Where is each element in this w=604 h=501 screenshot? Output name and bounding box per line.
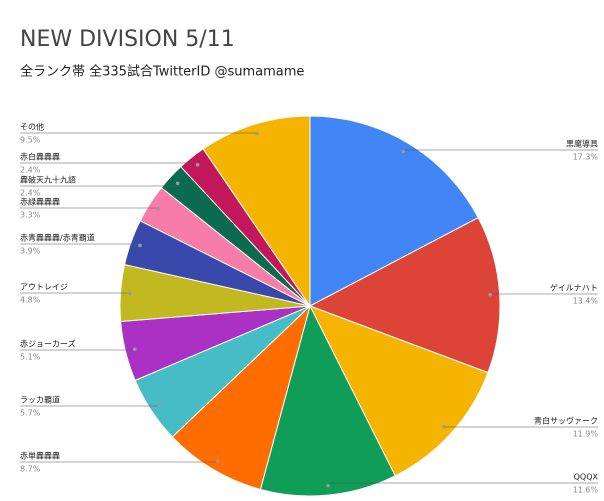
slice-value: 2.4% xyxy=(20,189,41,198)
slice-label: QQQX xyxy=(574,473,599,482)
leader-dot xyxy=(326,483,330,488)
leader-line xyxy=(20,292,131,294)
slice-label: 赤ジョーカーズ xyxy=(20,339,76,349)
pie-slice xyxy=(202,115,311,308)
leader-line xyxy=(20,349,136,351)
slice-label: 赤緑轟轟轟 xyxy=(20,197,60,207)
leader-dot xyxy=(488,292,492,297)
leader-line xyxy=(20,207,159,209)
leader-dot xyxy=(175,181,180,186)
slice-value: 8.7% xyxy=(20,465,41,474)
pie-slice xyxy=(309,115,479,307)
leader-line xyxy=(20,405,160,407)
leader-dot xyxy=(215,459,220,463)
leader-dot xyxy=(255,131,259,136)
slice-value: 11.6% xyxy=(573,486,599,495)
slice-value: 17.3% xyxy=(573,153,599,162)
leader-dot xyxy=(401,149,406,154)
leader-line xyxy=(20,243,141,246)
leader-dot xyxy=(128,291,132,296)
slice-value: 2.4% xyxy=(20,166,41,175)
pie-slice xyxy=(308,305,489,477)
leader-dot xyxy=(442,424,447,429)
leader-dot xyxy=(157,403,161,407)
leader-dot xyxy=(195,162,200,167)
slice-label: その他 xyxy=(20,122,44,132)
slice-value: 13.4% xyxy=(573,297,599,306)
slice-value: 4.8% xyxy=(20,296,41,305)
slice-label: アウトレイジ xyxy=(20,283,68,292)
leader-dot xyxy=(132,347,137,352)
slice-label: 赤単轟轟轟 xyxy=(20,451,60,461)
slice-value: 5.7% xyxy=(20,409,41,418)
leader-dot xyxy=(138,243,142,248)
chart-title: NEW DIVISION 5/11 xyxy=(20,27,235,52)
leader-line xyxy=(20,162,198,165)
slice-label: 青白サッヴァーク xyxy=(534,416,598,426)
pie-slice xyxy=(259,304,396,497)
leader-line xyxy=(489,293,598,295)
slice-value: 5.1% xyxy=(20,353,41,362)
slice-label: 赤白轟轟轟 xyxy=(20,152,60,162)
slice-value: 3.3% xyxy=(20,211,41,220)
slice-label: ゲイルナハト xyxy=(550,283,598,293)
pie-slice xyxy=(171,304,311,491)
leader-line xyxy=(403,149,598,152)
leader-line xyxy=(20,461,218,463)
slice-label: ラッカ覇道 xyxy=(20,395,60,405)
slice-label: 赤青轟轟轟/赤青覇道 xyxy=(20,233,95,243)
slice-value: 11.9% xyxy=(573,430,599,439)
leader-dot xyxy=(156,207,160,211)
slice-value: 3.9% xyxy=(20,247,41,256)
slice-value: 9.5% xyxy=(20,136,41,145)
slice-label: 黒魔導具 xyxy=(566,139,598,149)
chart-subtitle: 全ランク帯 全335試合TwitterID @sumamame xyxy=(20,64,304,80)
slice-label: 轟破天九十九語 xyxy=(20,175,76,185)
